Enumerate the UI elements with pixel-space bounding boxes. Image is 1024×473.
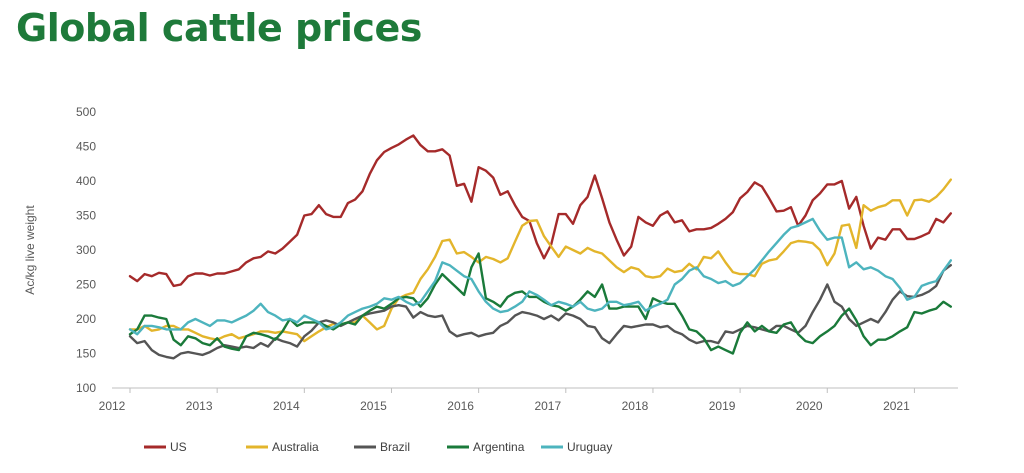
legend-label-us: US xyxy=(170,440,187,454)
series-line-australia xyxy=(128,178,952,343)
x-tick-label: 2019 xyxy=(709,399,736,413)
series-line-argentina xyxy=(128,252,952,355)
y-tick-label: 450 xyxy=(76,140,96,154)
x-tick-label: 2018 xyxy=(622,399,649,413)
legend-label-australia: Australia xyxy=(272,440,319,454)
y-tick-label: 350 xyxy=(76,209,96,223)
y-axis-label: Ac/kg live weight xyxy=(23,205,37,295)
legend-label-argentina: Argentina xyxy=(473,440,525,454)
y-tick-label: 200 xyxy=(76,312,96,326)
x-axis-ticks: 2012 2013 2014 2015 2016 2017 2018 2019 2020 2021 xyxy=(99,388,915,413)
series-line-us xyxy=(128,134,952,288)
x-tick-label: 2020 xyxy=(796,399,823,413)
x-tick-label: 2016 xyxy=(447,399,474,413)
y-tick-label: 100 xyxy=(76,381,96,395)
page-title: Global cattle prices xyxy=(16,6,422,50)
y-tick-label: 300 xyxy=(76,243,96,257)
x-tick-label: 2021 xyxy=(883,399,910,413)
series-line-uruguay xyxy=(128,217,952,336)
x-tick-label: 2014 xyxy=(273,399,300,413)
series-lines xyxy=(128,134,952,360)
y-tick-label: 500 xyxy=(76,105,96,119)
legend-label-uruguay: Uruguay xyxy=(567,440,612,454)
legend: US Australia Brazil Argentina Uruguay xyxy=(144,440,612,454)
legend-label-brazil: Brazil xyxy=(380,440,410,454)
y-axis-ticks: 100 150 200 250 300 350 400 450 500 xyxy=(76,105,96,395)
x-tick-label: 2017 xyxy=(534,399,561,413)
x-tick-label: 2013 xyxy=(186,399,213,413)
x-tick-label: 2012 xyxy=(99,399,126,413)
x-tick-label: 2015 xyxy=(360,399,387,413)
series-line-brazil xyxy=(128,264,952,360)
y-tick-label: 150 xyxy=(76,347,96,361)
y-tick-label: 400 xyxy=(76,174,96,188)
y-tick-label: 250 xyxy=(76,278,96,292)
